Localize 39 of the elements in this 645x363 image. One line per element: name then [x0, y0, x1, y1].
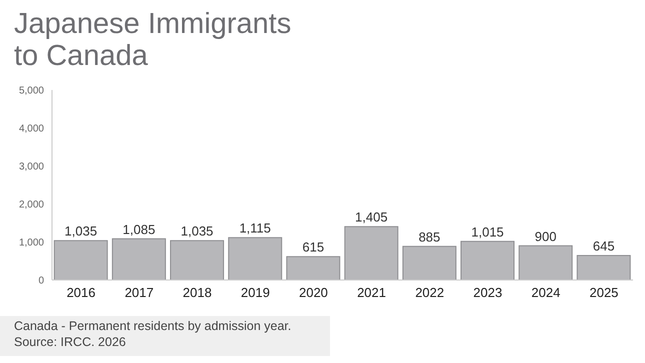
y-tick-label: 4,000 [18, 124, 44, 135]
x-tick-label: 2023 [473, 285, 502, 300]
data-label: 1,035 [180, 224, 214, 239]
bar [54, 240, 108, 280]
chart-title: Japanese Immigrants to Canada [14, 8, 292, 72]
x-tick-label: 2019 [240, 285, 270, 300]
data-label: 1,035 [64, 224, 98, 239]
x-tick-label: 2017 [124, 285, 154, 300]
bar [286, 256, 340, 280]
source-note: Source: IRCC. 2026 [14, 334, 127, 350]
x-tick-label: 2016 [66, 285, 96, 300]
x-tick-label: 2022 [415, 285, 444, 300]
bar [402, 246, 456, 280]
data-label: 1,085 [122, 222, 156, 237]
y-tick-label: 1,000 [18, 238, 44, 249]
data-label: 615 [302, 240, 324, 255]
y-tick-label: 2,000 [18, 200, 44, 211]
y-tick-label: 0 [38, 276, 44, 287]
x-tick-label: 2018 [182, 285, 212, 300]
data-label: 645 [592, 238, 615, 254]
bar [112, 238, 166, 280]
bar [518, 245, 573, 280]
bar [228, 237, 282, 280]
y-tick-label: 5,000 [18, 86, 44, 97]
bar [344, 226, 398, 280]
bar [170, 240, 224, 280]
data-label: 1,405 [355, 210, 388, 225]
data-label: 900 [534, 228, 556, 244]
bar [460, 240, 515, 280]
data-label: 885 [418, 229, 440, 244]
x-tick-label: 2025 [589, 285, 618, 300]
x-tick-label: 2020 [298, 285, 328, 300]
data-label: 1,115 [239, 220, 271, 236]
data-label: 1,015 [471, 224, 504, 240]
x-tick-label: 2024 [531, 285, 560, 300]
bar [576, 254, 631, 280]
y-tick-label: 3,000 [18, 162, 44, 173]
text: Canada - Permanent residents by admission year. [14, 318, 292, 334]
x-tick-label: 2021 [357, 285, 386, 300]
